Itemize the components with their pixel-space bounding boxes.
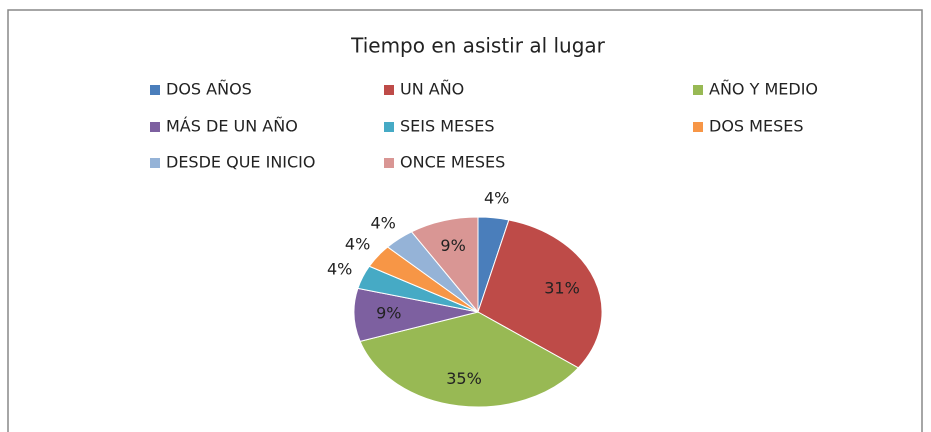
data-label: 9%: [440, 236, 465, 255]
legend-label: DOS MESES: [709, 117, 804, 136]
pie-slice: [410, 216, 479, 314]
pie-slice: [359, 311, 580, 408]
data-label: 4%: [370, 214, 395, 233]
data-label: 4%: [327, 260, 352, 279]
legend-label: UN AÑO: [400, 80, 464, 99]
data-label: 31%: [544, 278, 580, 297]
legend-swatch: [693, 122, 703, 132]
pie-slice: [477, 219, 603, 369]
data-label: 4%: [484, 188, 509, 207]
legend-swatch: [150, 122, 160, 132]
legend-swatch: [150, 158, 160, 168]
legend-label: DOS AÑOS: [166, 80, 252, 99]
legend-label: SEIS MESES: [400, 117, 495, 136]
legend-swatch: [384, 122, 394, 132]
legend-swatch: [150, 85, 160, 95]
legend-label: DESDE QUE INICIO: [166, 153, 316, 172]
legend-swatch: [384, 158, 394, 168]
data-label: 9%: [376, 304, 401, 323]
legend-label: MÁS DE UN AÑO: [166, 117, 298, 136]
legend-label: AÑO Y MEDIO: [709, 80, 818, 99]
data-label: 4%: [345, 234, 370, 253]
legend-swatch: [384, 85, 394, 95]
chart-title: Tiempo en asistir al lugar: [350, 34, 606, 58]
legend-label: ONCE MESES: [400, 153, 505, 172]
data-label: 35%: [446, 369, 482, 388]
legend-swatch: [693, 85, 703, 95]
